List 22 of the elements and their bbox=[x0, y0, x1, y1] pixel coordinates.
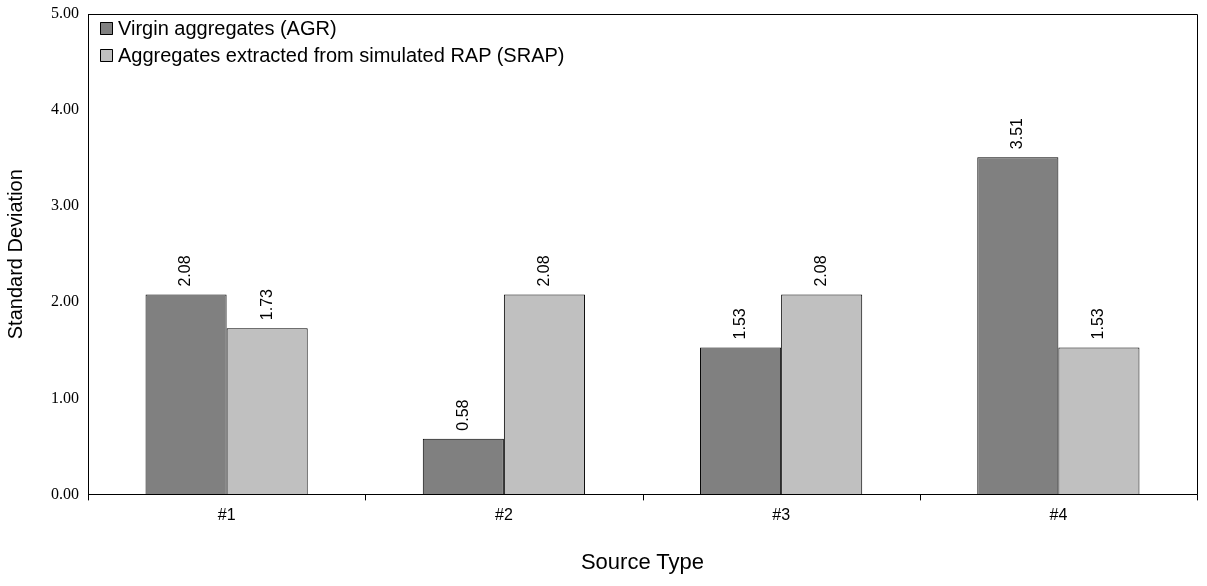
x-tick-label: #4 bbox=[1049, 506, 1068, 524]
legend-label: Virgin aggregates (AGR) bbox=[118, 16, 337, 39]
x-tick-label: #3 bbox=[772, 506, 791, 524]
data-label: 2.08 bbox=[176, 255, 194, 287]
data-label: 1.53 bbox=[1089, 308, 1107, 340]
data-label: 1.53 bbox=[730, 308, 748, 340]
y-axis-title: Standard Deviation bbox=[3, 169, 26, 340]
y-tick-label: 4.00 bbox=[51, 100, 79, 118]
data-label: 2.08 bbox=[534, 255, 552, 287]
legend-label: Aggregates extracted from simulated RAP (SRAP) bbox=[118, 43, 565, 66]
data-label: 0.58 bbox=[453, 399, 471, 431]
y-tick-label: 0.00 bbox=[51, 484, 79, 502]
y-tick-label: 1.00 bbox=[51, 388, 79, 406]
data-label: 3.51 bbox=[1008, 117, 1026, 150]
data-label: 1.73 bbox=[257, 288, 275, 321]
y-tick-label: 3.00 bbox=[51, 196, 79, 214]
x-tick-label: #2 bbox=[494, 506, 513, 524]
x-tick-label: #1 bbox=[217, 506, 236, 524]
y-tick-label: 2.00 bbox=[51, 292, 79, 310]
data-label: 2.08 bbox=[812, 255, 830, 287]
x-axis-title: Source Type bbox=[580, 548, 705, 574]
y-tick-label: 5.00 bbox=[51, 4, 79, 22]
